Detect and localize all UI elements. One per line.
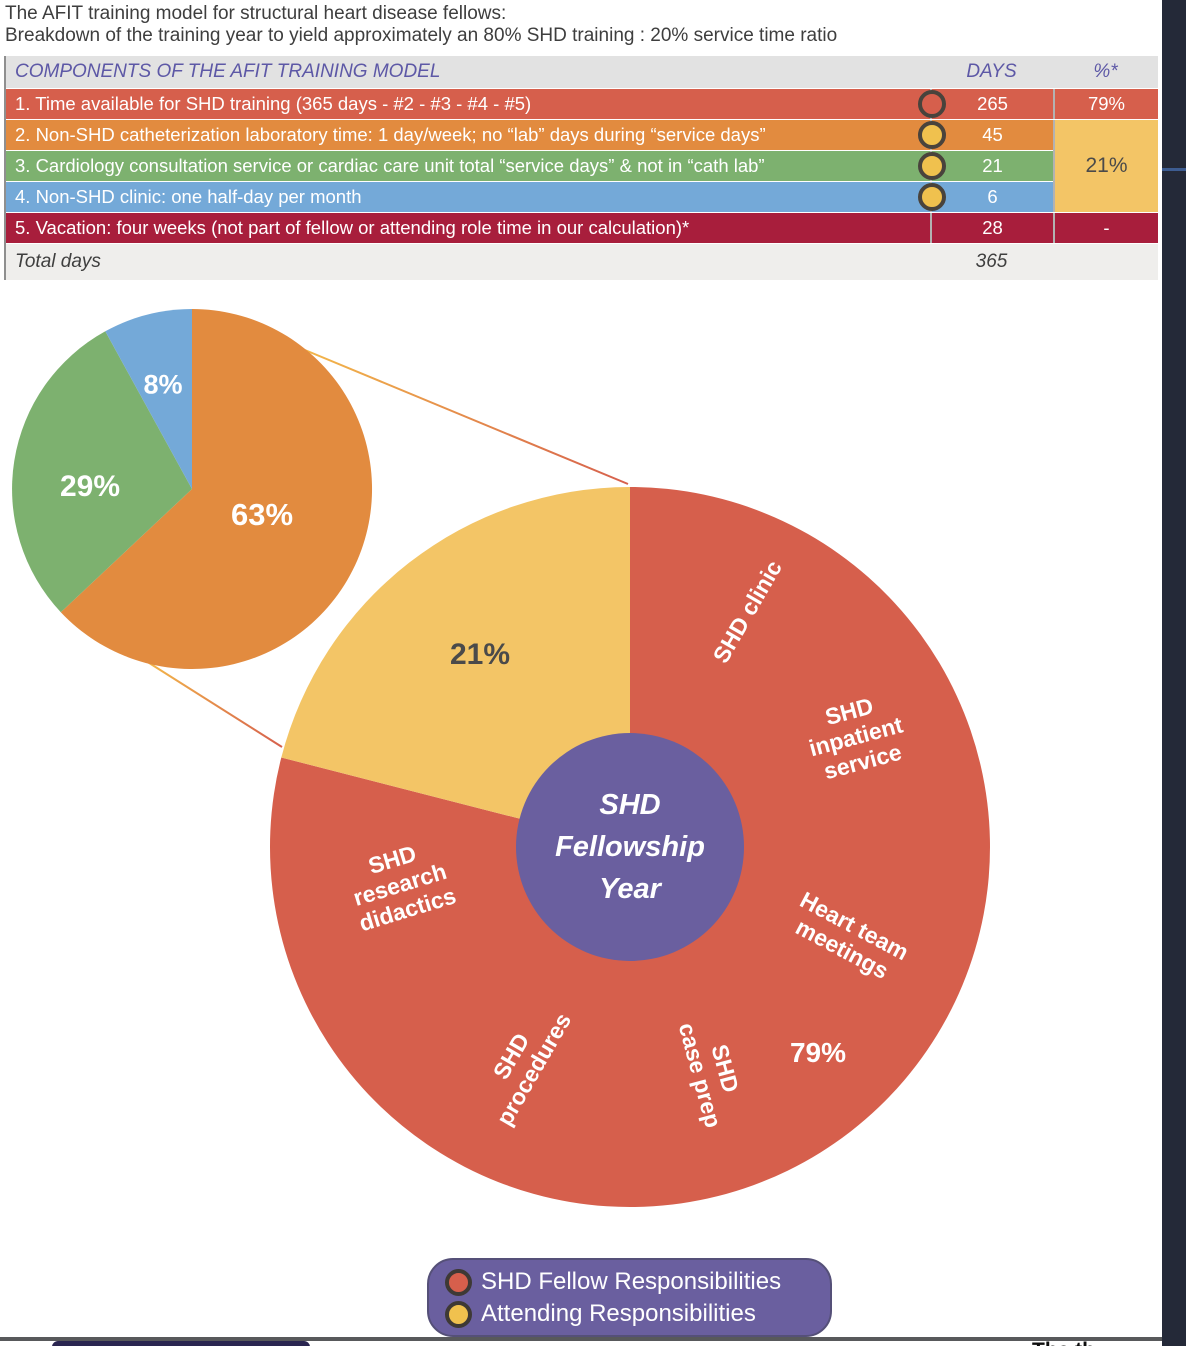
row-label: 1. Time available for SHD training (365 … [15, 93, 532, 114]
table-row-vacation: 5. Vacation: four weeks (not part of fel… [6, 213, 1158, 243]
table-row-consult-service: 3. Cardiology consultation service or ca… [6, 151, 1158, 181]
row-days: 21 [930, 151, 1053, 181]
afit-components-table: COMPONENTS OF THE AFIT TRAINING MODEL DA… [4, 56, 1158, 280]
window-edge-strip [1162, 0, 1186, 1346]
attending-marker-icon [918, 183, 946, 211]
row-days: 6 [930, 182, 1053, 212]
row-label: 5. Vacation: four weeks (not part of fel… [15, 217, 690, 238]
row-days: 265 [930, 89, 1053, 119]
total-days: 365 [975, 251, 1008, 272]
merged-attending-pct-cell: 21% [1053, 120, 1158, 212]
table-row-shd-training: 1. Time available for SHD training (365 … [6, 89, 1158, 119]
legend-item-fellow: SHD Fellow Responsibilities [445, 1266, 830, 1298]
bottom-divider-bar [0, 1337, 1186, 1341]
table-header-days: DAYS [966, 61, 1017, 82]
row-label: 3. Cardiology consultation service or ca… [15, 155, 765, 176]
label-small-pie-service-percent: 29% [59, 470, 121, 503]
legend: SHD Fellow Responsibilities Attending Re… [427, 1258, 832, 1337]
legend-item-label: SHD Fellow Responsibilities [481, 1268, 782, 1295]
table-header-components: COMPONENTS OF THE AFIT TRAINING MODEL [15, 61, 441, 82]
window-edge-accent-line [1162, 168, 1186, 171]
label-small-pie-clinic-percent: 8% [143, 369, 183, 400]
zoom-connector-line-bottom [145, 660, 283, 748]
clipped-caption-fragment: The th [1032, 1339, 1095, 1346]
fellow-marker-icon [918, 90, 946, 118]
attending-swatch-icon [445, 1300, 472, 1328]
figure-title: The AFIT training model for structural h… [5, 3, 837, 46]
big-pie-center-circle [516, 733, 744, 961]
table-row-cath-lab: 2. Non-SHD catheterization laboratory ti… [6, 120, 1158, 150]
total-label: Total days [15, 251, 101, 272]
label-fellow-percent: 79% [789, 1037, 847, 1068]
figure-title-line1: The AFIT training model for structural h… [5, 3, 507, 24]
fellow-swatch-icon [445, 1268, 472, 1296]
table-total-row: Total days 365 [6, 244, 1158, 280]
row-pct: 79% [1053, 89, 1158, 119]
attending-marker-icon [918, 121, 946, 149]
small-pie-cath-lab-slice [60, 309, 373, 669]
row-label: 4. Non-SHD clinic: one half-day per mont… [15, 186, 362, 207]
table-header-pct: %* [1093, 61, 1118, 82]
label-shd-fellowship-year: SHD Fellowship Year [555, 788, 705, 906]
legend-item-attending: Attending Responsibilities [445, 1298, 830, 1330]
figure-title-line2: Breakdown of the training year to yield … [5, 24, 838, 46]
next-element-fragment [52, 1341, 310, 1346]
legend-item-label: Attending Responsibilities [481, 1300, 756, 1327]
small-pie-service-slice [12, 331, 192, 613]
row-pct: - [1053, 213, 1158, 243]
row-label: 2. Non-SHD catheterization laboratory ti… [15, 124, 766, 145]
zoom-connector-line-top [299, 347, 629, 485]
big-pie-attending-slice [281, 487, 630, 847]
label-attending-percent: 21% [449, 638, 511, 671]
attending-marker-icon [918, 152, 946, 180]
table-row-non-shd-clinic: 4. Non-SHD clinic: one half-day per mont… [6, 182, 1158, 212]
label-small-pie-cath-lab-percent: 63% [230, 497, 294, 532]
row-days: 45 [930, 120, 1053, 150]
small-pie-clinic-slice [105, 309, 192, 489]
row-days: 28 [930, 213, 1053, 243]
table-header-row: COMPONENTS OF THE AFIT TRAINING MODEL DA… [6, 56, 1158, 88]
